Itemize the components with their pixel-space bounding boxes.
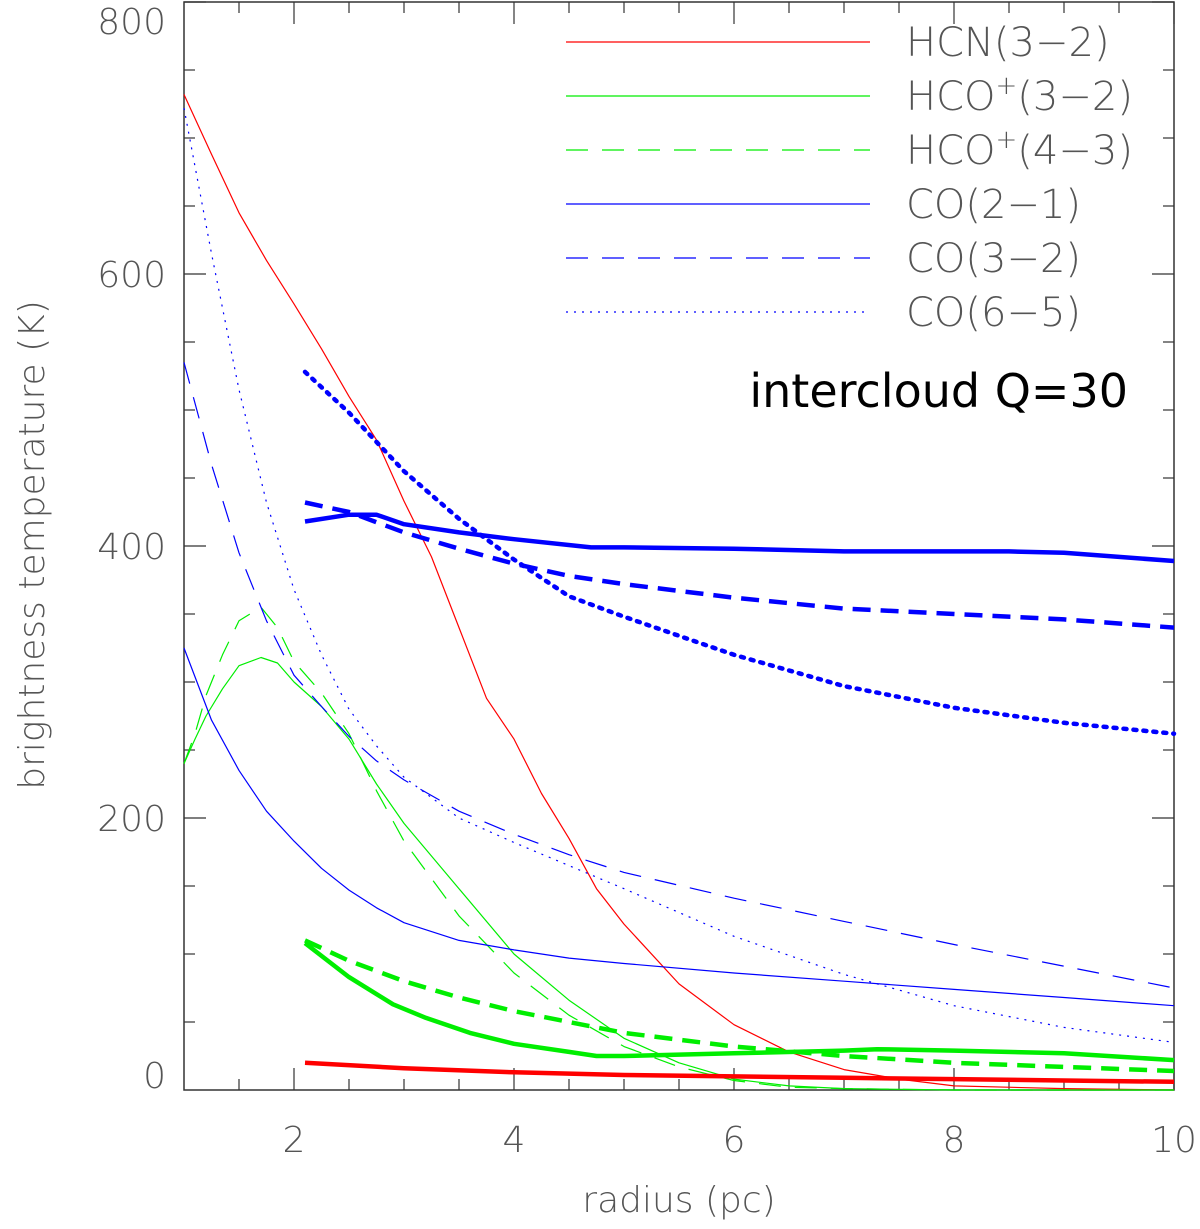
x-tick-label: 6 (723, 1120, 746, 1161)
legend-label: HCN(3−2) (906, 20, 1110, 66)
y-tick-label: 800 (97, 2, 166, 43)
series-line-hcn32-thin (183, 94, 1175, 1091)
series-line-hco32-thick (303, 941, 1175, 1063)
series-line-hco43-thin (183, 606, 1174, 1091)
y-tick-label: 200 (97, 799, 166, 840)
data-series (183, 94, 1177, 1091)
series-line-hco32-thin (183, 656, 1174, 1091)
series-line-co32-thick (304, 500, 1175, 630)
tick-labels: 2 4 6 8 10 0 200 400 600 800 (97, 2, 1197, 1161)
y-tick-label: 0 (143, 1056, 166, 1097)
series-line-hco43-thick (304, 938, 1175, 1074)
x-axis-title: radius (pc) (582, 1180, 775, 1221)
x-tick-label: 2 (283, 1120, 306, 1161)
x-tick-label: 10 (1151, 1120, 1197, 1161)
series-line-co65-thin (183, 107, 1175, 1043)
y-tick-label: 400 (97, 527, 166, 568)
y-tick-label: 600 (97, 255, 166, 296)
series-line-co21-thin (183, 647, 1175, 1007)
series-line-co65-thick (302, 369, 1177, 736)
chart-annotation: intercloud Q=30 (749, 364, 1128, 418)
legend-label: CO(2−1) (906, 182, 1081, 228)
y-axis-title: brightness temperature (K) (12, 300, 53, 790)
x-tick-label: 4 (503, 1120, 526, 1161)
legend-label: HCO+(4−3) (906, 125, 1133, 174)
legend: HCN(3−2) HCO+(3−2) HCO+(4−3) CO(2−1) CO(3−2)… (566, 20, 1133, 336)
x-tick-label: 8 (943, 1120, 966, 1161)
series-line-co21-thick (304, 512, 1175, 564)
tick-marks (184, 1, 1175, 1090)
legend-label: HCO+(3−2) (906, 71, 1133, 120)
series-line-co32-thin (183, 362, 1175, 989)
legend-label: CO(3−2) (906, 236, 1081, 282)
legend-label: CO(6−5) (906, 290, 1081, 336)
series-line-hcn32-thick (304, 1060, 1175, 1085)
